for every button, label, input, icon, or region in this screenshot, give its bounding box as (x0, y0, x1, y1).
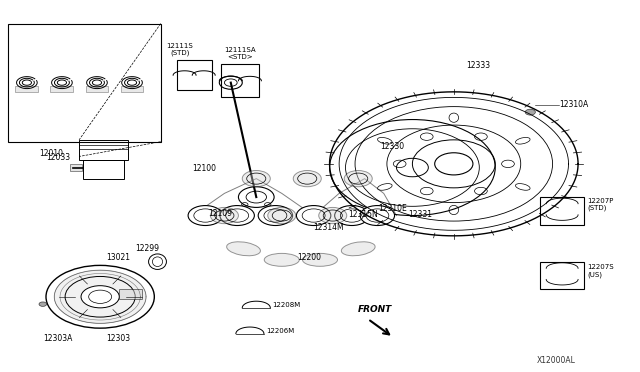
Text: 12315N: 12315N (349, 211, 378, 219)
Circle shape (319, 208, 347, 224)
Bar (15, 86, 38, 92)
Bar (86, 86, 108, 92)
Text: 12303A: 12303A (43, 334, 72, 343)
Bar (79, 140, 127, 160)
Text: 12111S
(STD): 12111S (STD) (166, 43, 193, 57)
Ellipse shape (303, 253, 337, 266)
Text: 12010: 12010 (40, 150, 63, 158)
Text: FRONT: FRONT (358, 305, 392, 314)
Text: 12299: 12299 (135, 244, 159, 253)
Bar (221, 64, 259, 97)
Bar (119, 289, 141, 299)
Circle shape (258, 206, 292, 225)
Bar (177, 61, 212, 90)
Text: 12100: 12100 (193, 164, 216, 173)
Text: 12303: 12303 (106, 334, 131, 343)
Text: 12207S
(US): 12207S (US) (588, 264, 614, 278)
Text: 12333: 12333 (467, 61, 491, 70)
Text: 12111SA
<STD>: 12111SA <STD> (225, 46, 256, 60)
Ellipse shape (264, 253, 300, 266)
Text: 12200: 12200 (298, 253, 322, 262)
Circle shape (188, 206, 223, 225)
Bar (120, 86, 143, 92)
Circle shape (243, 170, 270, 187)
Bar (51, 86, 74, 92)
Circle shape (39, 302, 47, 307)
Text: 12033: 12033 (47, 153, 71, 162)
Circle shape (81, 286, 119, 308)
Circle shape (211, 208, 239, 224)
Bar (8, 23, 161, 142)
Text: 12314M: 12314M (314, 223, 344, 232)
Circle shape (335, 206, 369, 225)
Circle shape (525, 109, 536, 115)
Circle shape (293, 170, 321, 187)
Text: 12310E: 12310E (379, 204, 408, 213)
Text: 12206M: 12206M (266, 328, 294, 334)
Text: 12331: 12331 (408, 211, 432, 219)
Circle shape (54, 270, 146, 323)
Bar (70, 164, 82, 171)
Text: 12330: 12330 (381, 142, 404, 151)
Ellipse shape (227, 242, 260, 256)
Text: 13021: 13021 (106, 253, 131, 262)
Bar (540, 262, 584, 289)
Circle shape (344, 170, 372, 187)
Ellipse shape (341, 242, 375, 256)
Bar (83, 160, 124, 179)
Circle shape (360, 206, 394, 225)
Circle shape (268, 208, 296, 224)
Text: 12109: 12109 (209, 209, 232, 218)
Text: 12207P
(STD): 12207P (STD) (588, 198, 614, 211)
Text: 12310A: 12310A (559, 100, 588, 109)
Bar (540, 197, 584, 225)
Circle shape (220, 206, 254, 225)
Text: X12000AL: X12000AL (536, 356, 575, 365)
Circle shape (296, 206, 331, 225)
Text: 12208M: 12208M (272, 302, 300, 308)
